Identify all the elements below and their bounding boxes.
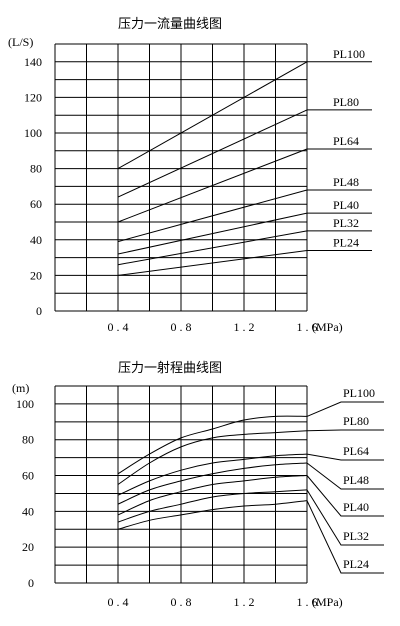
series-label-pl80: PL80 <box>333 95 359 109</box>
series-line-pl32 <box>117 230 308 266</box>
x-tick-label: 1 . 2 <box>234 320 255 334</box>
y-tick-label: 100 <box>16 397 34 411</box>
x-tick-label: 0 . 8 <box>171 320 192 334</box>
y-axis-label: (m) <box>12 381 29 395</box>
series-label-pl64: PL64 <box>333 134 359 148</box>
series-line-pl80 <box>117 430 308 485</box>
y-tick-label: 60 <box>30 197 42 211</box>
chart-title: 压力一流量曲线图 <box>118 17 222 32</box>
y-tick-label: 80 <box>30 162 42 176</box>
series-label-pl40: PL40 <box>333 198 359 212</box>
series-label-pl64: PL64 <box>343 444 369 458</box>
series-line-pl40 <box>117 475 308 516</box>
y-tick-label: 0 <box>36 304 42 318</box>
series-line-pl24 <box>117 500 308 530</box>
series-line-pl32 <box>117 489 308 523</box>
series-line-pl40 <box>117 212 308 255</box>
series-line-pl80 <box>117 109 308 198</box>
chart-title: 压力一射程曲线图 <box>118 360 222 376</box>
x-tick-label: 1 . 2 <box>234 595 255 609</box>
series-line-pl100 <box>117 61 308 170</box>
y-tick-label: 40 <box>30 233 42 247</box>
series-label-pl80: PL80 <box>343 414 369 428</box>
x-tick-label: 0 . 8 <box>171 595 192 609</box>
y-tick-label: 140 <box>24 55 42 69</box>
series-leader-pl32 <box>306 489 384 546</box>
series-label-pl48: PL48 <box>333 175 359 189</box>
series-line-pl64 <box>117 453 308 496</box>
series-leader-pl80 <box>306 429 384 432</box>
series-label-pl24: PL24 <box>343 557 369 571</box>
x-axis-label: (MPa) <box>312 320 343 334</box>
chart-1: 压力一流量曲线图 (L/S) (MPa) 0 20 40 60 80 100 120 140 0 . … <box>8 17 372 334</box>
series-leader-pl24 <box>306 500 384 574</box>
series-line-pl48 <box>117 462 308 505</box>
series-leader-pl48 <box>306 462 384 490</box>
y-tick-label: 0 <box>28 576 34 590</box>
y-tick-label: 40 <box>22 504 34 518</box>
series-line-pl64 <box>117 148 308 223</box>
x-tick-label: 0 . 4 <box>108 320 129 334</box>
series-leader-pl100 <box>306 401 384 417</box>
y-tick-label: 80 <box>22 433 34 447</box>
x-tick-label: 1 . 6 <box>297 320 318 334</box>
x-axis-label: (MPa) <box>312 595 343 609</box>
series-label-pl100: PL100 <box>333 47 365 61</box>
grid <box>54 43 308 312</box>
y-tick-label: 20 <box>30 268 42 282</box>
x-tick-label: 1 . 6 <box>297 595 318 609</box>
series-label-pl32: PL32 <box>333 216 359 230</box>
series-leader-pl64 <box>306 453 384 461</box>
series-line-pl24 <box>117 250 308 276</box>
chart-2: 压力一射程曲线图 (m) (MPa) 0 20 40 60 80 100 0 . 4 0 . 8 1 … <box>12 360 384 609</box>
y-tick-label: 60 <box>22 469 34 483</box>
series-leader-pl40 <box>306 475 384 517</box>
y-tick-label: 100 <box>24 126 42 140</box>
series-label-pl32: PL32 <box>343 529 369 543</box>
y-axis-label: (L/S) <box>8 35 33 49</box>
series-label-pl40: PL40 <box>343 500 369 514</box>
series-label-pl48: PL48 <box>343 473 369 487</box>
series-line-pl48 <box>117 189 308 243</box>
series-label-pl100: PL100 <box>343 386 375 400</box>
y-tick-label: 120 <box>24 90 42 104</box>
grid <box>54 385 308 584</box>
y-tick-label: 20 <box>22 540 34 554</box>
series-label-pl24: PL24 <box>333 235 359 249</box>
series-line-pl100 <box>117 415 308 475</box>
x-tick-label: 0 . 4 <box>108 595 129 609</box>
